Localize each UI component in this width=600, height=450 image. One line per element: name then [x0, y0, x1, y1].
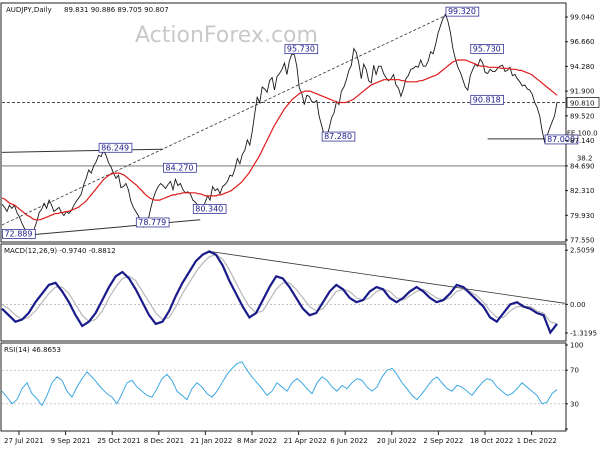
annotation-label: 80.340: [192, 204, 227, 214]
price-y-tick-label: 82.310: [570, 187, 595, 195]
price-y-tick-label: 77.550: [570, 237, 595, 245]
annotation-box: [163, 162, 197, 173]
current-price-label: 90.810: [570, 99, 595, 107]
annotation-box: [284, 44, 319, 55]
annotation-text: 87.280: [324, 132, 352, 141]
x-tick-label: 8 Dec 2021: [144, 437, 184, 445]
price-y-tick-label: 91.900: [570, 88, 595, 96]
rsi-layer: [1, 361, 565, 407]
annotation-text: 95.730: [473, 44, 501, 53]
x-tick-label: 6 Jun 2022: [330, 437, 368, 445]
price-y-tick-label: 89.520: [570, 112, 595, 120]
annotation-box: [98, 142, 133, 153]
price-panel-title: AUDJPY,Daily: [6, 6, 52, 14]
annotation-label: 72.889: [2, 229, 36, 239]
x-tick-label: 8 Mar 2022: [237, 437, 277, 445]
annotation-text: 78.779: [138, 218, 166, 227]
macd-y-axis: 2.5059 0.00 -1.3195: [565, 247, 597, 337]
rsi-panel-frame: [0, 342, 567, 432]
moving-average-line: [1, 59, 558, 221]
current-price-tag: 90.810: [566, 97, 600, 108]
rsi-y-tick-label: 30: [570, 400, 579, 408]
annotation-label: 84.270: [163, 162, 197, 173]
ohlc-readout: 89.831 90.886 89.705 90.807: [64, 6, 169, 14]
annotation-box: [470, 44, 504, 54]
macd-layer: [1, 250, 566, 335]
x-tick-label: 27 Jul 2021: [4, 437, 44, 445]
price-series: [1, 13, 558, 238]
price-y-axis: 99.040 96.660 94.280 91.900 89.520 87.140 84.6…: [565, 14, 600, 245]
annotation-label: 99.320: [445, 6, 480, 17]
annotation-label: FE 100.0: [567, 130, 598, 138]
price-panel-frame: [0, 2, 567, 243]
macd-line: [1, 250, 558, 335]
annotation-label: 78.779: [135, 217, 170, 228]
x-tick-label: 1 Dec 2022: [517, 437, 557, 445]
price-y-tick-label: 94.280: [570, 63, 595, 71]
rising-trend-line: [1, 13, 449, 226]
price-annotations: 72.889 86.249 84.270 78.779 80.340 95.730 87.2…: [2, 6, 598, 239]
annotation-text: 86.249: [101, 143, 129, 152]
x-tick-label: 9 Sep 2021: [51, 437, 91, 445]
x-tick-label: 25 Oct 2021: [97, 437, 140, 445]
annotation-text: 90.818: [473, 95, 501, 104]
annotation-text: FE 100.0: [567, 130, 598, 138]
x-tick-label: 20 Jul 2022: [377, 437, 417, 445]
macd-panel-title: MACD(12,26,9) -0.9740 -0.8812: [4, 247, 116, 255]
x-tick-label: 21 Apr 2022: [284, 437, 327, 445]
annotation-text: 87.000: [547, 135, 575, 144]
price-y-tick-label: 96.660: [570, 38, 595, 46]
price-y-tick-label: 84.690: [570, 162, 595, 170]
channel-upper-line: [1, 148, 164, 153]
rsi-line: [1, 361, 558, 407]
rsi-y-tick-label: 70: [570, 367, 579, 375]
annotation-label: 87.280: [321, 131, 356, 142]
x-axis: 27 Jul 2021 9 Sep 2021 25 Oct 2021 8 Dec 20…: [4, 431, 557, 445]
macd-trendline: [209, 251, 566, 304]
rsi-panel-title: RSI(14) 46.8653: [4, 346, 61, 354]
macd-y-tick-label: 0.00: [570, 301, 586, 309]
macd-panel-frame: [0, 243, 567, 342]
macd-y-tick-label: 2.5059: [570, 247, 595, 255]
annotation-label: 87.000: [544, 134, 579, 145]
annotation-box: [2, 229, 36, 239]
annotation-box: [135, 217, 170, 228]
annotation-label: 38.2: [577, 155, 593, 163]
annotation-box: [445, 6, 480, 17]
annotation-box: [192, 204, 227, 214]
x-tick-label: 21 Jan 2022: [190, 437, 232, 445]
price-y-tick-label: 79.930: [570, 212, 595, 220]
price-y-tick-label: 87.140: [570, 137, 595, 145]
price-line: [1, 13, 558, 238]
annotation-box: [470, 94, 504, 105]
annotation-label: 95.730: [284, 44, 319, 55]
current-price-box: [566, 97, 600, 108]
annotation-label: 95.730: [470, 44, 504, 54]
annotation-text: 99.320: [448, 7, 476, 16]
annotation-text: 80.340: [195, 204, 223, 213]
price-y-tick-label: 99.040: [570, 14, 595, 22]
annotation-text: 72.889: [4, 229, 32, 238]
rsi-y-axis: 100 70 30: [565, 342, 583, 430]
annotation-text: 84.270: [166, 163, 194, 172]
macd-y-tick-label: -1.3195: [570, 329, 597, 337]
annotation-text: 38.2: [577, 155, 593, 163]
annotation-box: [321, 131, 356, 142]
annotation-box: [544, 134, 579, 145]
rsi-y-tick-label: 100: [570, 342, 583, 350]
x-tick-label: 18 Oct 2022: [470, 437, 513, 445]
x-tick-label: 2 Sep 2022: [423, 437, 463, 445]
annotation-label: 90.818: [470, 94, 504, 105]
watermark: ActionForex.com: [135, 23, 318, 48]
annotation-label: 86.249: [98, 142, 133, 153]
annotation-text: 95.730: [287, 45, 315, 54]
